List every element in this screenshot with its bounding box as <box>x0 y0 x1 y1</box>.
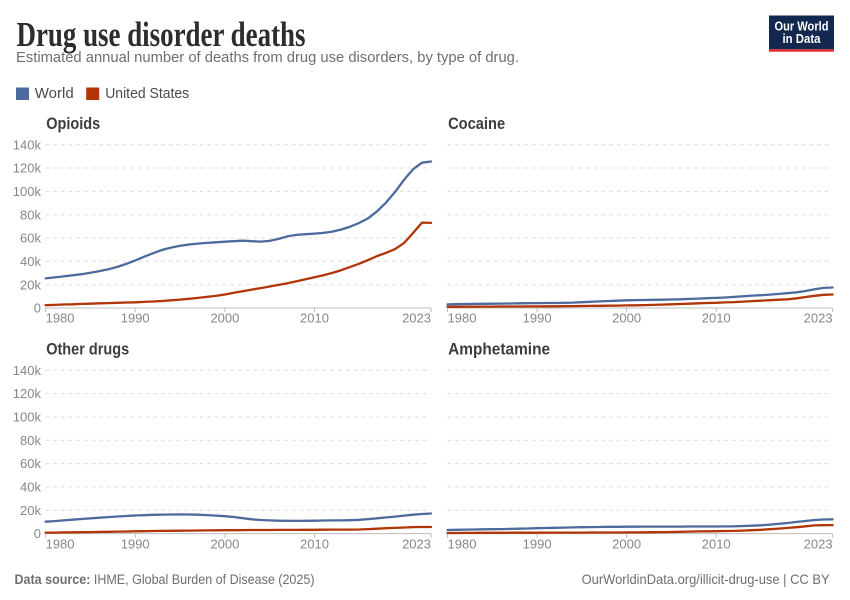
svg-text:Cocaine: Cocaine <box>448 115 505 133</box>
svg-text:2000: 2000 <box>210 311 239 326</box>
svg-text:1980: 1980 <box>46 311 75 326</box>
svg-text:1980: 1980 <box>46 537 75 552</box>
svg-text:1980: 1980 <box>448 537 477 552</box>
svg-text:Estimated annual number of dea: Estimated annual number of deaths from d… <box>16 49 519 66</box>
svg-text:2010: 2010 <box>300 311 329 326</box>
svg-text:120k: 120k <box>13 386 42 401</box>
svg-text:1990: 1990 <box>121 311 150 326</box>
svg-text:100k: 100k <box>13 410 42 425</box>
svg-text:Drug use disorder deaths: Drug use disorder deaths <box>17 15 306 54</box>
svg-text:2023: 2023 <box>804 537 833 552</box>
svg-text:60k: 60k <box>20 231 41 246</box>
svg-text:60k: 60k <box>20 456 41 471</box>
svg-text:140k: 140k <box>13 363 42 378</box>
svg-text:Data source: IHME, Global Burd: Data source: IHME, Global Burden of Dise… <box>15 572 315 587</box>
svg-text:2023: 2023 <box>402 537 431 552</box>
svg-text:2000: 2000 <box>612 311 641 326</box>
svg-text:2023: 2023 <box>804 311 833 326</box>
svg-text:in Data: in Data <box>783 32 822 46</box>
svg-text:Our World: Our World <box>775 20 829 34</box>
svg-text:2010: 2010 <box>702 537 731 552</box>
svg-text:80k: 80k <box>20 433 41 448</box>
svg-text:1980: 1980 <box>448 311 477 326</box>
svg-text:OurWorldinData.org/illicit-dru: OurWorldinData.org/illicit-drug-use | CC… <box>582 571 831 587</box>
svg-text:140k: 140k <box>13 137 42 152</box>
svg-text:40k: 40k <box>20 254 41 269</box>
svg-text:40k: 40k <box>20 480 41 495</box>
svg-text:Opioids: Opioids <box>46 115 100 133</box>
svg-text:1990: 1990 <box>523 311 552 326</box>
svg-text:1990: 1990 <box>523 537 552 552</box>
svg-text:2000: 2000 <box>612 537 641 552</box>
svg-text:2010: 2010 <box>702 311 731 326</box>
svg-text:2010: 2010 <box>300 537 329 552</box>
svg-text:World: World <box>35 85 74 102</box>
svg-text:2000: 2000 <box>210 537 239 552</box>
svg-text:120k: 120k <box>13 161 42 176</box>
svg-text:20k: 20k <box>20 277 41 292</box>
svg-text:80k: 80k <box>20 207 41 222</box>
svg-text:Amphetamine: Amphetamine <box>448 341 550 359</box>
svg-text:0: 0 <box>34 301 41 316</box>
svg-text:0: 0 <box>34 526 41 541</box>
svg-text:20k: 20k <box>20 503 41 518</box>
svg-text:2023: 2023 <box>402 311 431 326</box>
svg-text:1990: 1990 <box>121 537 150 552</box>
svg-text:United States: United States <box>105 85 189 102</box>
svg-text:100k: 100k <box>13 184 42 199</box>
svg-text:Other drugs: Other drugs <box>46 341 129 359</box>
